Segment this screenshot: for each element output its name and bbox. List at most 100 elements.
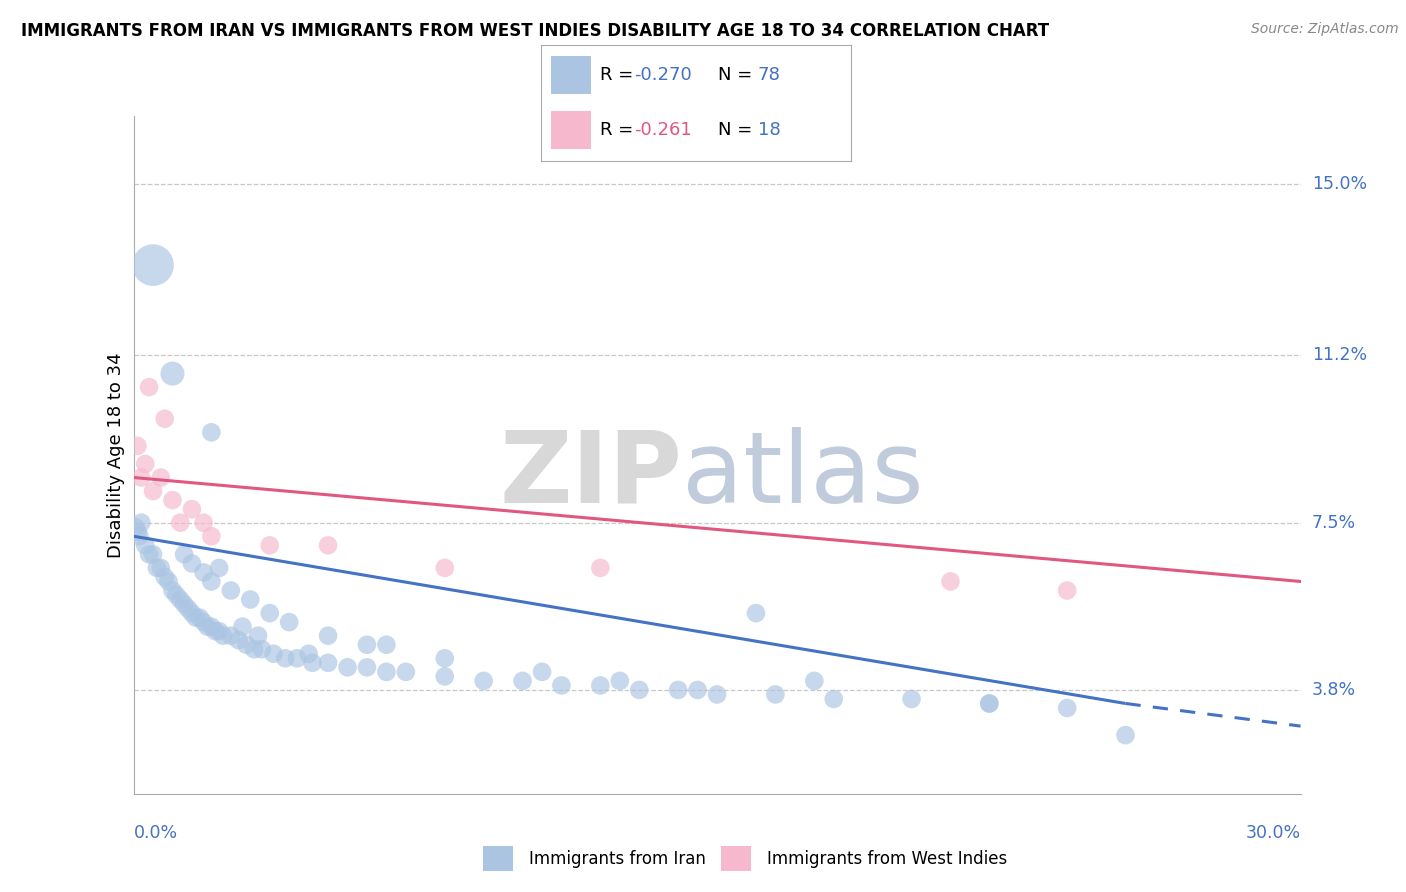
Point	[297, 647, 319, 661]
Text: R =: R =	[600, 66, 640, 84]
Point	[316, 538, 339, 552]
Point	[128, 529, 150, 543]
Point	[235, 638, 257, 652]
Point	[316, 629, 339, 643]
Point	[336, 660, 359, 674]
Point	[823, 692, 845, 706]
Point	[589, 561, 612, 575]
Bar	[551, 56, 591, 95]
Point	[138, 547, 160, 561]
Point	[127, 439, 149, 453]
Point	[765, 688, 787, 702]
Point	[188, 610, 211, 624]
Point	[142, 258, 165, 272]
Point	[200, 529, 222, 543]
Point	[274, 651, 297, 665]
Point	[550, 678, 572, 692]
Text: -0.270: -0.270	[634, 66, 692, 84]
Point	[395, 665, 418, 679]
Point	[200, 574, 222, 589]
Bar	[721, 847, 751, 871]
Text: 0.0%: 0.0%	[134, 824, 177, 842]
Point	[169, 516, 191, 530]
Point	[149, 561, 172, 575]
Point	[200, 425, 222, 440]
Point	[212, 629, 235, 643]
Text: ZIP: ZIP	[499, 426, 682, 524]
Text: R =: R =	[600, 121, 640, 139]
Y-axis label: Disability Age 18 to 34: Disability Age 18 to 34	[107, 352, 125, 558]
Point	[173, 547, 195, 561]
Point	[316, 656, 339, 670]
Point	[686, 682, 709, 697]
Point	[173, 597, 195, 611]
Text: Immigrants from West Indies: Immigrants from West Indies	[766, 849, 1007, 868]
Point	[142, 547, 165, 561]
Point	[239, 592, 262, 607]
Text: atlas: atlas	[682, 426, 924, 524]
Point	[169, 592, 191, 607]
Point	[228, 633, 250, 648]
Point	[146, 561, 169, 575]
Point	[204, 624, 226, 639]
Point	[200, 620, 222, 634]
Point	[356, 660, 378, 674]
Point	[243, 642, 266, 657]
Text: Source: ZipAtlas.com: Source: ZipAtlas.com	[1251, 22, 1399, 37]
Point	[142, 484, 165, 499]
Point	[666, 682, 689, 697]
Point	[375, 665, 398, 679]
Point	[231, 620, 253, 634]
Text: 3.8%: 3.8%	[1312, 681, 1355, 699]
Point	[706, 688, 728, 702]
Point	[250, 642, 273, 657]
Point	[219, 629, 242, 643]
Point	[134, 457, 156, 471]
Point	[193, 566, 215, 580]
Point	[263, 647, 285, 661]
Point	[149, 470, 172, 484]
Point	[208, 561, 231, 575]
Point	[803, 673, 825, 688]
Point	[131, 470, 153, 484]
Point	[433, 561, 456, 575]
Point	[127, 524, 149, 539]
Point	[131, 516, 153, 530]
Point	[301, 656, 323, 670]
Point	[219, 583, 242, 598]
Point	[1056, 583, 1078, 598]
Point	[433, 651, 456, 665]
Point	[247, 629, 270, 643]
Point	[193, 615, 215, 629]
Point	[472, 673, 495, 688]
Point	[162, 583, 184, 598]
Point	[628, 682, 651, 697]
Point	[208, 624, 231, 639]
Point	[1056, 701, 1078, 715]
Point	[979, 697, 1001, 711]
Text: N =: N =	[717, 121, 758, 139]
Point	[512, 673, 534, 688]
Point	[979, 697, 1001, 711]
Point	[184, 610, 207, 624]
Point	[180, 557, 202, 571]
Point	[162, 367, 184, 381]
Point	[124, 520, 146, 534]
Point	[177, 601, 200, 615]
Point	[157, 574, 180, 589]
Text: 11.2%: 11.2%	[1312, 346, 1367, 365]
Bar	[484, 847, 513, 871]
Point	[939, 574, 962, 589]
Point	[609, 673, 631, 688]
Point	[138, 380, 160, 394]
Text: IMMIGRANTS FROM IRAN VS IMMIGRANTS FROM WEST INDIES DISABILITY AGE 18 TO 34 CORR: IMMIGRANTS FROM IRAN VS IMMIGRANTS FROM …	[21, 22, 1049, 40]
Point	[180, 606, 202, 620]
Text: -0.261: -0.261	[634, 121, 692, 139]
Point	[197, 620, 219, 634]
Point	[356, 638, 378, 652]
Text: Immigrants from Iran: Immigrants from Iran	[529, 849, 706, 868]
Point	[375, 638, 398, 652]
Bar	[551, 111, 591, 149]
Text: 15.0%: 15.0%	[1312, 175, 1367, 193]
Point	[162, 493, 184, 508]
